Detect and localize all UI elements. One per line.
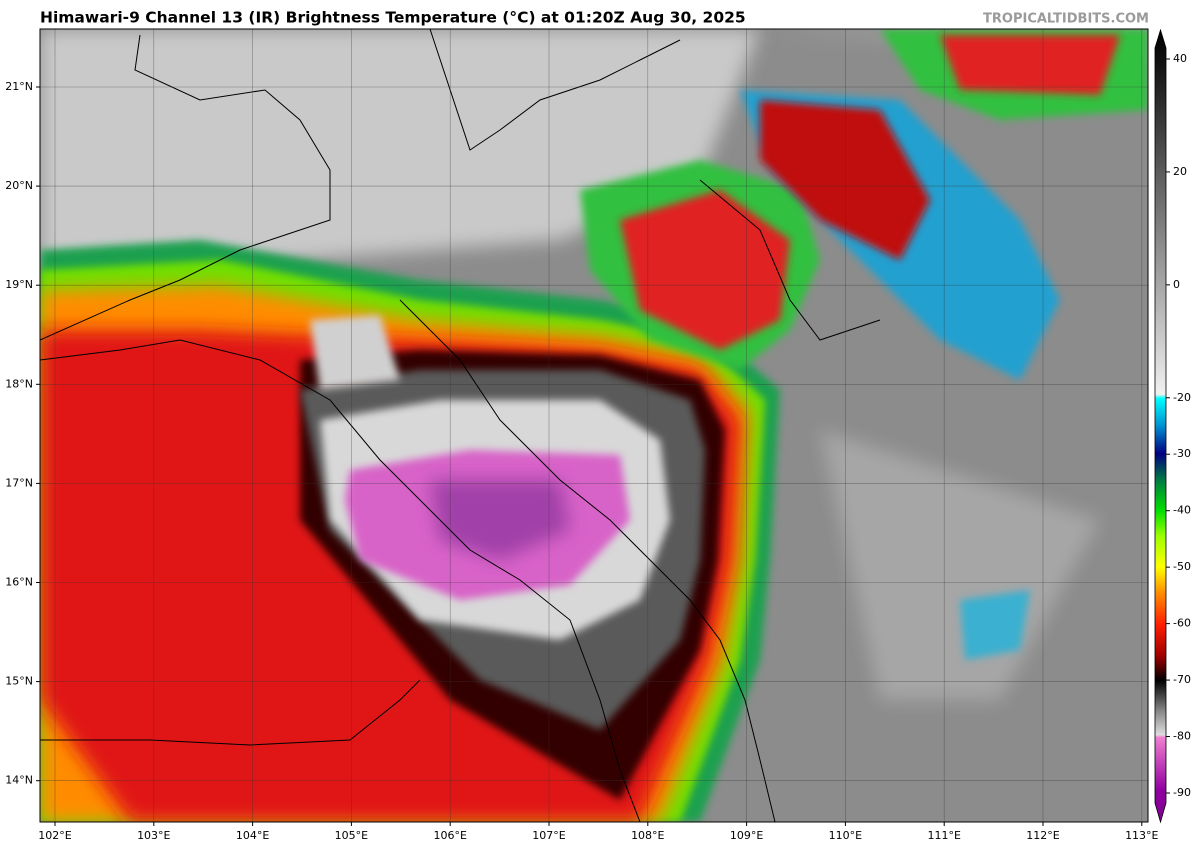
colorbar-label: -80 [1173,730,1191,743]
lon-label: 108°E [631,829,664,842]
colorbar-label: -20 [1173,391,1191,404]
colorbar [1154,28,1167,824]
lat-label: 18°N [5,377,33,390]
colorbar-label: -60 [1173,617,1191,630]
colorbar-label: -40 [1173,504,1191,517]
colorbar-label: -30 [1173,447,1191,460]
lat-label: 20°N [5,179,33,192]
lon-label: 103°E [137,829,170,842]
lat-label: 17°N [5,476,33,489]
colorbar-label: -50 [1173,560,1191,573]
lat-label: 19°N [5,278,33,291]
lon-label: 112°E [1026,829,1059,842]
satellite-image [40,29,1148,822]
lon-label: 110°E [829,829,862,842]
lon-label: 111°E [927,829,960,842]
lon-label: 105°E [335,829,368,842]
credit: TROPICALTIDBITS.COM [983,12,1149,27]
lon-label: 109°E [730,829,763,842]
lat-label: 16°N [5,576,33,589]
colorbar-label: -90 [1173,786,1191,799]
colorbar-label: 40 [1173,52,1187,65]
colorbar-label: -70 [1173,673,1191,686]
lat-label: 15°N [5,675,33,688]
colorbar-label: 0 [1173,278,1180,291]
graticule [40,29,1148,822]
lon-label: 113°E [1125,829,1158,842]
lon-label: 106°E [433,829,466,842]
lat-label: 21°N [5,80,33,93]
lat-label: 14°N [5,774,33,787]
map-frame [39,28,1149,823]
colorbar-label: 20 [1173,165,1187,178]
lon-label: 102°E [38,829,71,842]
lon-label: 104°E [236,829,269,842]
lon-label: 107°E [532,829,565,842]
title: Himawari-9 Channel 13 (IR) Brightness Te… [40,9,746,27]
